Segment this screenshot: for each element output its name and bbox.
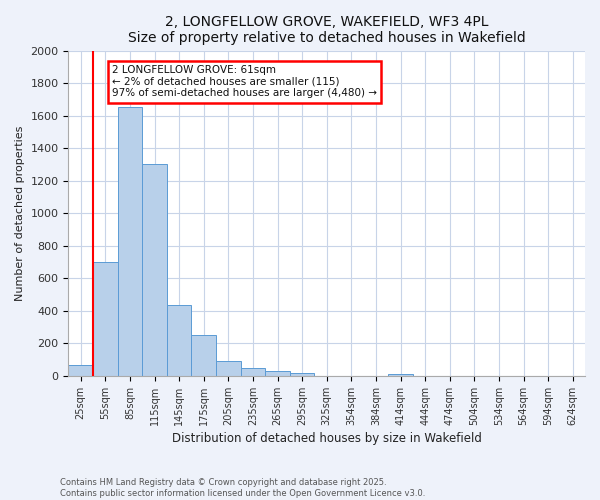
- Bar: [167, 305, 191, 376]
- Title: 2, LONGFELLOW GROVE, WAKEFIELD, WF3 4PL
Size of property relative to detached ho: 2, LONGFELLOW GROVE, WAKEFIELD, WF3 4PL …: [128, 15, 526, 45]
- Bar: [388, 374, 413, 376]
- Bar: [290, 372, 314, 376]
- Bar: [142, 164, 167, 376]
- Bar: [265, 371, 290, 376]
- Bar: [118, 108, 142, 376]
- Bar: [191, 336, 216, 376]
- Text: Contains HM Land Registry data © Crown copyright and database right 2025.
Contai: Contains HM Land Registry data © Crown c…: [60, 478, 425, 498]
- Bar: [241, 368, 265, 376]
- Bar: [93, 262, 118, 376]
- Bar: [216, 362, 241, 376]
- X-axis label: Distribution of detached houses by size in Wakefield: Distribution of detached houses by size …: [172, 432, 482, 445]
- Text: 2 LONGFELLOW GROVE: 61sqm
← 2% of detached houses are smaller (115)
97% of semi-: 2 LONGFELLOW GROVE: 61sqm ← 2% of detach…: [112, 65, 377, 98]
- Bar: [68, 366, 93, 376]
- Y-axis label: Number of detached properties: Number of detached properties: [15, 126, 25, 301]
